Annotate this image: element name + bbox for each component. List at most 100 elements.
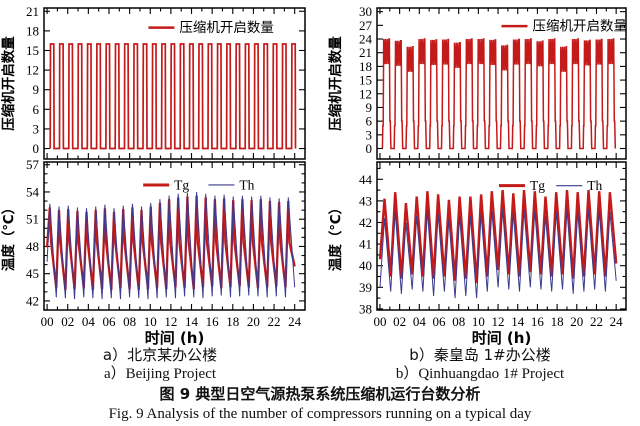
y-tick-label: 15 — [26, 43, 39, 58]
y-tick-label: 42 — [359, 215, 372, 230]
x-tick-label: 16 — [206, 314, 220, 329]
y-tick-label: 38 — [359, 301, 372, 316]
y-tick-label: 45 — [26, 266, 39, 281]
x-tick-label: 24 — [610, 314, 624, 329]
y-tick-label: 44 — [359, 172, 373, 187]
y-tick-label: 9 — [366, 100, 373, 115]
x-tick-label: 10 — [472, 314, 485, 329]
y-tick-label: 15 — [359, 73, 372, 88]
series-Tg — [378, 190, 618, 284]
legend-label: Tg — [530, 178, 545, 193]
legend: Tg Th — [143, 177, 255, 192]
legend-label: Th — [587, 178, 602, 193]
y-tick-label: 0 — [33, 141, 40, 156]
series-Th — [379, 209, 617, 299]
y-axis-title: 压缩机开启数量 — [0, 36, 17, 131]
x-tick-label: 14 — [185, 314, 199, 329]
legend: 压缩机开启数量 — [501, 19, 627, 34]
y-tick-label: 54 — [26, 184, 40, 199]
x-axis-title: 时间 (h) — [472, 329, 532, 346]
column-qinhuangdao: 0 3 6 9 12 15 18 21 24 27 30 压缩机开启数量 压缩机开启数量 38 39 40 4… — [320, 0, 640, 346]
y-tick-label: 57 — [26, 160, 40, 172]
y-tick-label: 3 — [366, 127, 373, 142]
plot-frame — [376, 7, 627, 160]
x-tick-label: 22 — [590, 314, 603, 329]
x-tick-label: 20 — [247, 314, 260, 329]
series-Tg — [45, 195, 296, 291]
x-tick-label: 16 — [531, 314, 545, 329]
y-tick-label: 51 — [26, 212, 39, 227]
axis-ticks — [44, 8, 305, 159]
y-tick-label: 43 — [359, 193, 372, 208]
x-tick-label: 04 — [413, 314, 427, 329]
chart-qinhuangdao-compressors: 0 3 6 9 12 15 18 21 24 27 30 压缩机开启数量 压缩机开启数量 — [320, 0, 640, 160]
plot-frame — [376, 161, 627, 311]
y-tick-label: 18 — [26, 23, 39, 38]
legend: 压缩机开启数量 — [148, 20, 274, 35]
x-tick-label: 24 — [288, 314, 302, 329]
beijing-temperatures-plot: 42 45 48 51 54 57 00 02 04 06 08 10 12 14 16 18 20 22 24 温度… — [0, 160, 306, 346]
y-tick-label: 12 — [26, 63, 39, 78]
x-tick-label: 04 — [82, 314, 96, 329]
legend: Tg Th — [499, 178, 603, 193]
axis-ticks — [377, 162, 626, 310]
plot-frame — [43, 7, 306, 160]
y-tick-label: 48 — [26, 239, 39, 254]
x-tick-label: 22 — [268, 314, 281, 329]
x-tick-label: 12 — [492, 314, 505, 329]
x-tick-label: 02 — [61, 314, 74, 329]
plot-frame — [43, 161, 306, 311]
y-axis-title: 温度（℃） — [0, 201, 17, 271]
y-tick-label: 21 — [359, 45, 372, 60]
x-tick-label: 08 — [123, 314, 136, 329]
y-tick-label: 42 — [26, 293, 39, 308]
x-tick-label: 00 — [41, 314, 54, 329]
series-Th — [46, 191, 296, 300]
y-axis-title: 温度（℃） — [327, 201, 344, 271]
qinhuangdao-temperatures-plot: 38 39 40 41 42 43 44 00 02 04 06 08 10 12 14 16 18 20 22 24… — [327, 161, 627, 346]
series-压缩机开启数量 — [381, 38, 617, 150]
x-axis-title: 时间 (h) — [145, 329, 205, 346]
y-tick-label: 21 — [26, 4, 39, 19]
chart-beijing-temperatures: 42 45 48 51 54 57 00 02 04 06 08 10 12 14 16 18 20 22 24 温度… — [0, 160, 320, 346]
caption-left-cn: a）北京某办公楼 — [102, 346, 218, 364]
legend-label: 压缩机开启数量 — [179, 20, 274, 35]
x-tick-label: 06 — [433, 314, 447, 329]
y-tick-label: 12 — [359, 86, 372, 101]
caption-left-en: a）Beijing Project — [103, 366, 217, 382]
legend-label: Th — [239, 177, 254, 192]
x-tick-label: 02 — [393, 314, 406, 329]
y-tick-label: 24 — [359, 32, 373, 47]
y-tick-label: 6 — [366, 114, 373, 129]
chart-qinhuangdao-temperatures: 38 39 40 41 42 43 44 00 02 04 06 08 10 12 14 16 18 20 22 24… — [320, 160, 640, 346]
y-tick-label: 18 — [359, 59, 372, 74]
axis-ticks — [377, 8, 626, 159]
x-tick-label: 18 — [551, 314, 564, 329]
y-axis-title: 压缩机开启数量 — [327, 36, 344, 131]
series-压缩机开启数量 — [49, 43, 297, 150]
y-tick-label: 41 — [359, 237, 372, 252]
y-tick-label: 0 — [366, 141, 373, 156]
y-tick-label: 3 — [33, 121, 40, 136]
y-tick-label: 40 — [359, 258, 372, 273]
legend-label: Tg — [174, 177, 189, 192]
caption-right-cn: b）秦皇岛 1#办公楼 — [409, 346, 551, 364]
caption-right-en: b）Qinhuangdao 1# Project — [395, 366, 565, 382]
figure-title-cn: 图 9 典型日空气源热泵系统压缩机运行台数分析 — [159, 385, 481, 403]
axis-labels: 38 39 40 41 42 43 44 00 02 04 06 08 10 12 14 16 18 20 22 24 — [359, 172, 623, 329]
x-tick-label: 06 — [102, 314, 116, 329]
x-tick-label: 08 — [452, 314, 465, 329]
y-tick-label: 9 — [33, 82, 40, 97]
x-tick-label: 14 — [511, 314, 525, 329]
y-tick-label: 30 — [359, 4, 372, 19]
axis-labels: 0 3 6 9 12 15 18 21 — [26, 4, 40, 156]
axis-ticks — [44, 162, 305, 311]
axis-labels: 42 45 48 51 54 57 00 02 04 06 08 10 12 14 16 18 20 22 24 — [26, 160, 302, 329]
x-tick-label: 10 — [144, 314, 157, 329]
figure-title-en: Fig. 9 Analysis of the number of compres… — [108, 406, 532, 422]
caption-block: a）北京某办公楼 b）秦皇岛 1#办公楼 a）Beijing Project b… — [0, 346, 640, 426]
